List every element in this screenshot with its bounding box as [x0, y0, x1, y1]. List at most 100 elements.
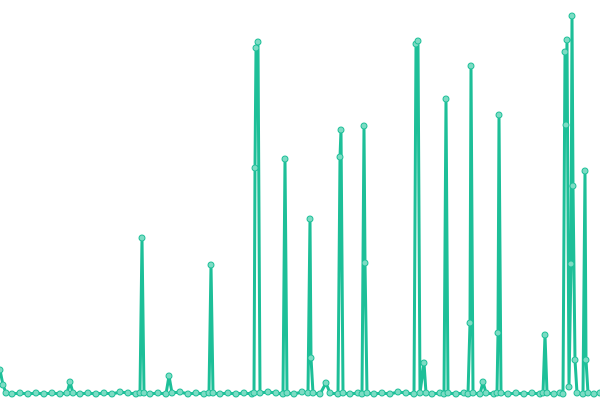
- point: [416, 389, 424, 397]
- point: [176, 388, 184, 396]
- point: [584, 389, 592, 397]
- point: [346, 390, 354, 398]
- point: [232, 390, 240, 398]
- point: [254, 38, 262, 46]
- point: [452, 390, 460, 398]
- point: [561, 48, 569, 56]
- point: [56, 390, 64, 398]
- point: [40, 390, 48, 398]
- point: [69, 389, 77, 397]
- point: [76, 390, 84, 398]
- point: [281, 155, 289, 163]
- point: [360, 122, 368, 130]
- point: [251, 164, 259, 172]
- point: [116, 388, 124, 396]
- point: [573, 389, 581, 397]
- point: [100, 389, 108, 397]
- point: [192, 389, 200, 397]
- point: [283, 389, 291, 397]
- point: [326, 389, 334, 397]
- point: [84, 389, 92, 397]
- point: [428, 390, 436, 398]
- point: [32, 389, 40, 397]
- point: [252, 44, 260, 52]
- point: [272, 389, 280, 397]
- point: [479, 378, 487, 386]
- point: [442, 95, 450, 103]
- point: [256, 389, 264, 397]
- point: [543, 389, 551, 397]
- point: [497, 389, 505, 397]
- point: [16, 389, 24, 397]
- point: [250, 389, 258, 397]
- point: [402, 389, 410, 397]
- point: [569, 182, 577, 190]
- point: [207, 261, 215, 269]
- point: [528, 389, 536, 397]
- point: [0, 381, 7, 389]
- point: [581, 167, 589, 175]
- point: [565, 383, 573, 391]
- point: [108, 390, 116, 398]
- point: [168, 389, 176, 397]
- point: [476, 390, 484, 398]
- point: [394, 388, 402, 396]
- point: [184, 390, 192, 398]
- point: [92, 390, 100, 398]
- point: [414, 37, 422, 45]
- point: [466, 319, 474, 327]
- point: [154, 389, 162, 397]
- point: [24, 390, 32, 398]
- point: [0, 366, 4, 374]
- point: [264, 388, 272, 396]
- point: [66, 378, 74, 386]
- point: [2, 389, 10, 397]
- point: [216, 390, 224, 398]
- point: [165, 372, 173, 380]
- point: [361, 259, 369, 267]
- point: [378, 389, 386, 397]
- point: [339, 389, 347, 397]
- point: [520, 390, 528, 398]
- point: [370, 390, 378, 398]
- point: [494, 329, 502, 337]
- point: [559, 390, 567, 398]
- point: [467, 62, 475, 70]
- point: [162, 390, 170, 398]
- point: [290, 390, 298, 398]
- point: [140, 389, 148, 397]
- point: [138, 234, 146, 242]
- point: [562, 121, 570, 129]
- point: [410, 390, 418, 398]
- point: [224, 389, 232, 397]
- point: [541, 331, 549, 339]
- point: [504, 390, 512, 398]
- point: [316, 390, 324, 398]
- point: [240, 389, 248, 397]
- point: [124, 389, 132, 397]
- point: [469, 389, 477, 397]
- point: [568, 12, 576, 20]
- point: [8, 390, 16, 398]
- point: [386, 390, 394, 398]
- point: [567, 260, 575, 268]
- point: [444, 389, 452, 397]
- point: [336, 153, 344, 161]
- point: [307, 354, 315, 362]
- point: [298, 388, 306, 396]
- point: [512, 389, 520, 397]
- point: [571, 356, 579, 364]
- point: [422, 389, 430, 397]
- point: [563, 36, 571, 44]
- point: [63, 389, 71, 397]
- point: [550, 390, 558, 398]
- point: [322, 379, 330, 387]
- point: [146, 390, 154, 398]
- point: [590, 390, 598, 398]
- point: [309, 389, 317, 397]
- point: [48, 389, 56, 397]
- point: [306, 215, 314, 223]
- point: [482, 389, 490, 397]
